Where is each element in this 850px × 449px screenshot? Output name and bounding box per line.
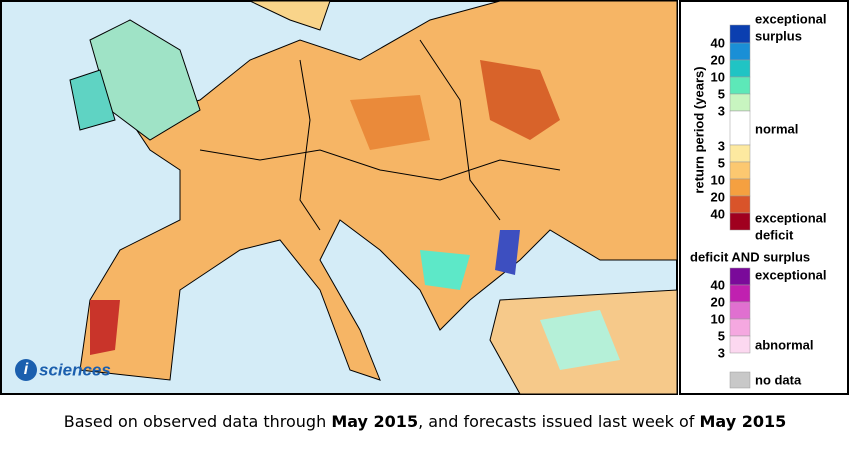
swatch [729, 110, 751, 146]
no-data-swatch [729, 371, 751, 389]
legend-tick: 40 [711, 35, 725, 50]
surplus-patch [495, 230, 520, 275]
deficit-patch [90, 300, 120, 355]
swatch [729, 178, 751, 197]
swatch [729, 93, 751, 112]
logo-icon-bg [15, 359, 37, 381]
legend: return period (years) exceptional surplu… [679, 0, 849, 395]
legend-tick: 10 [711, 311, 725, 326]
swatch [729, 267, 751, 286]
caption-text: Based on observed data through [63, 412, 332, 431]
swatch [729, 284, 751, 303]
legend-tick: 5 [718, 328, 725, 343]
figure: i sciences return period (years) excepti [0, 0, 849, 395]
legend-tick: 3 [718, 103, 725, 118]
legend-tick: 40 [711, 277, 725, 292]
swatch [729, 161, 751, 180]
legend-box [679, 0, 849, 395]
logo-icon: i [24, 361, 29, 378]
swatch [729, 318, 751, 337]
border [199, 149, 561, 181]
legend-tick: 3 [718, 138, 725, 153]
surplus-patch [540, 310, 620, 370]
swatch [729, 212, 751, 231]
both-bar [729, 267, 751, 354]
legend-label: deficit AND surplus [690, 249, 810, 264]
legend-tick: 40 [711, 206, 725, 221]
legend-label: exceptional [755, 11, 827, 26]
legend-label: abnormal [755, 337, 814, 352]
map: i sciences [0, 0, 678, 395]
swatch [729, 76, 751, 95]
border [299, 59, 321, 231]
swatch [729, 335, 751, 354]
caption-date: May 2015 [699, 412, 787, 431]
border [419, 39, 501, 221]
legend-tick: 5 [718, 86, 725, 101]
deficit-patch [350, 95, 430, 150]
legend-tick: 5 [718, 155, 725, 170]
legend-label: exceptional [755, 210, 827, 225]
legend-tick: 3 [718, 345, 725, 360]
logo-text: sciences [39, 360, 111, 379]
swatch [729, 59, 751, 78]
legend-label: surplus [755, 28, 802, 43]
caption: Based on observed data through May 2015,… [0, 412, 850, 431]
legend-ticks: 40 20 10 5 3 3 5 10 20 40 40 20 10 5 3 [711, 35, 725, 360]
caption-text: , and forecasts issued last week of [418, 412, 700, 431]
swatch [729, 24, 751, 44]
legend-tick: 20 [711, 294, 725, 309]
scandinavia [249, 0, 331, 31]
caption-date: May 2015 [331, 412, 419, 431]
legend-label: normal [755, 121, 798, 136]
deficit-patch [480, 60, 560, 140]
legend-label: no data [755, 372, 802, 387]
legend-label: deficit [755, 227, 794, 242]
ireland [69, 69, 116, 131]
legend-axis-label: return period (years) [691, 66, 706, 193]
surplus-patch [420, 250, 470, 290]
swatch [729, 42, 751, 61]
legend-label: exceptional [755, 267, 827, 282]
legend-tick: 20 [711, 52, 725, 67]
swatch [729, 144, 751, 163]
legend-tick: 10 [711, 172, 725, 187]
surplus-bar [729, 24, 751, 231]
swatch [729, 301, 751, 320]
swatch [729, 195, 751, 214]
legend-tick: 20 [711, 189, 725, 204]
legend-tick: 10 [711, 69, 725, 84]
